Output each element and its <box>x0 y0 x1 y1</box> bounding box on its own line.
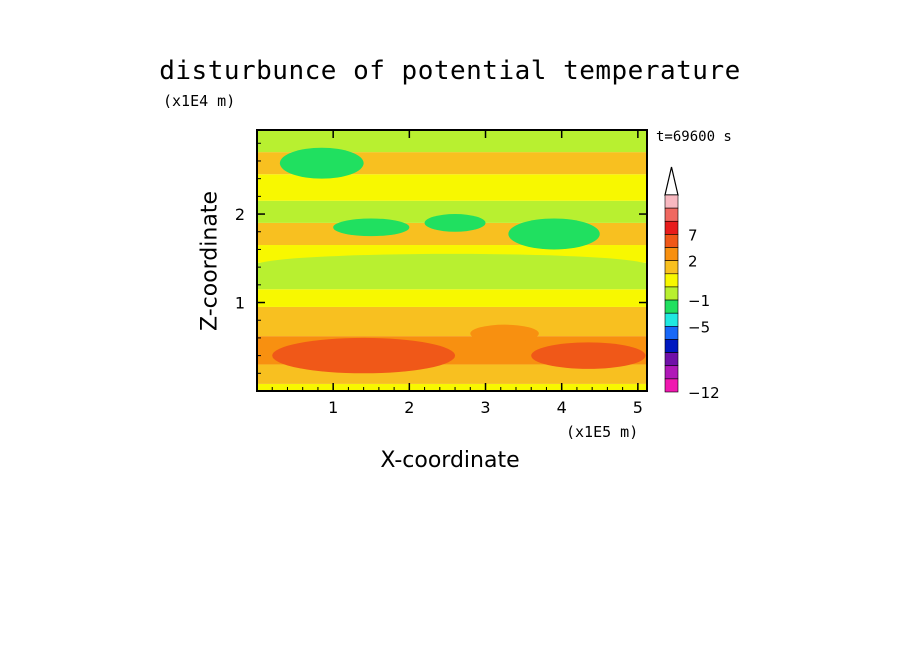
y-tick-label: 2 <box>235 205 245 224</box>
colorbar-swatch <box>664 234 679 248</box>
contour-band <box>257 289 647 307</box>
colorbar-swatch <box>664 326 679 340</box>
contour-band <box>257 174 647 201</box>
colorbar-label: −12 <box>688 384 720 402</box>
y-axis: 12 <box>235 142 647 374</box>
x-tick-label: 5 <box>633 398 643 417</box>
colorbar-swatch <box>664 194 679 209</box>
plot-area <box>257 130 647 391</box>
colorbar-swatch <box>664 207 679 222</box>
x-tick-label: 3 <box>480 398 490 417</box>
colorbar-swatch <box>664 299 679 314</box>
colorbar: 7 2 −1 −5 −12 <box>664 166 720 402</box>
contour-band <box>257 306 647 337</box>
contour-feature <box>508 218 600 250</box>
colorbar-label: 7 <box>688 226 698 244</box>
contour-feature <box>531 342 646 369</box>
colorbar-swatch <box>664 352 679 367</box>
chart-title: disturbunce of potential temperature <box>159 56 741 86</box>
colorbar-swatch <box>664 286 679 301</box>
contour-feature <box>279 147 364 179</box>
colorbar-swatch <box>664 378 679 393</box>
contour-feature <box>272 337 456 374</box>
x-tick-label: 1 <box>328 398 338 417</box>
colorbar-swatch <box>664 260 679 275</box>
x-tick-label: 2 <box>404 398 414 417</box>
x-unit-label: (x1E5 m) <box>566 423 639 441</box>
x-tick-label: 4 <box>557 398 567 417</box>
colorbar-label: −5 <box>688 318 710 336</box>
plot-frame <box>256 129 648 392</box>
x-axis: 1 2 3 4 5 <box>271 130 643 417</box>
z-unit-label: (x1E4 m) <box>163 92 236 110</box>
contour-band <box>257 383 647 391</box>
colorbar-label: −1 <box>688 292 710 310</box>
x-axis-label: X-coordinate <box>380 448 520 473</box>
contour-feature <box>257 253 647 276</box>
contour-feature <box>424 214 486 232</box>
contour-feature <box>470 324 539 343</box>
contour-band <box>257 130 647 153</box>
colorbar-swatch <box>664 312 679 327</box>
colorbar-swatch <box>664 365 679 380</box>
colorbar-label: 2 <box>688 253 698 271</box>
y-tick-label: 1 <box>235 294 245 313</box>
colorbar-extend-cap <box>664 166 679 196</box>
colorbar-swatch <box>664 247 679 261</box>
contour-feature <box>333 218 410 237</box>
colorbar-swatch <box>664 220 679 235</box>
colorbar-swatch <box>664 273 679 288</box>
time-label: t=69600 s <box>656 129 732 145</box>
colorbar-swatch <box>664 339 679 353</box>
contour-band <box>257 200 647 223</box>
